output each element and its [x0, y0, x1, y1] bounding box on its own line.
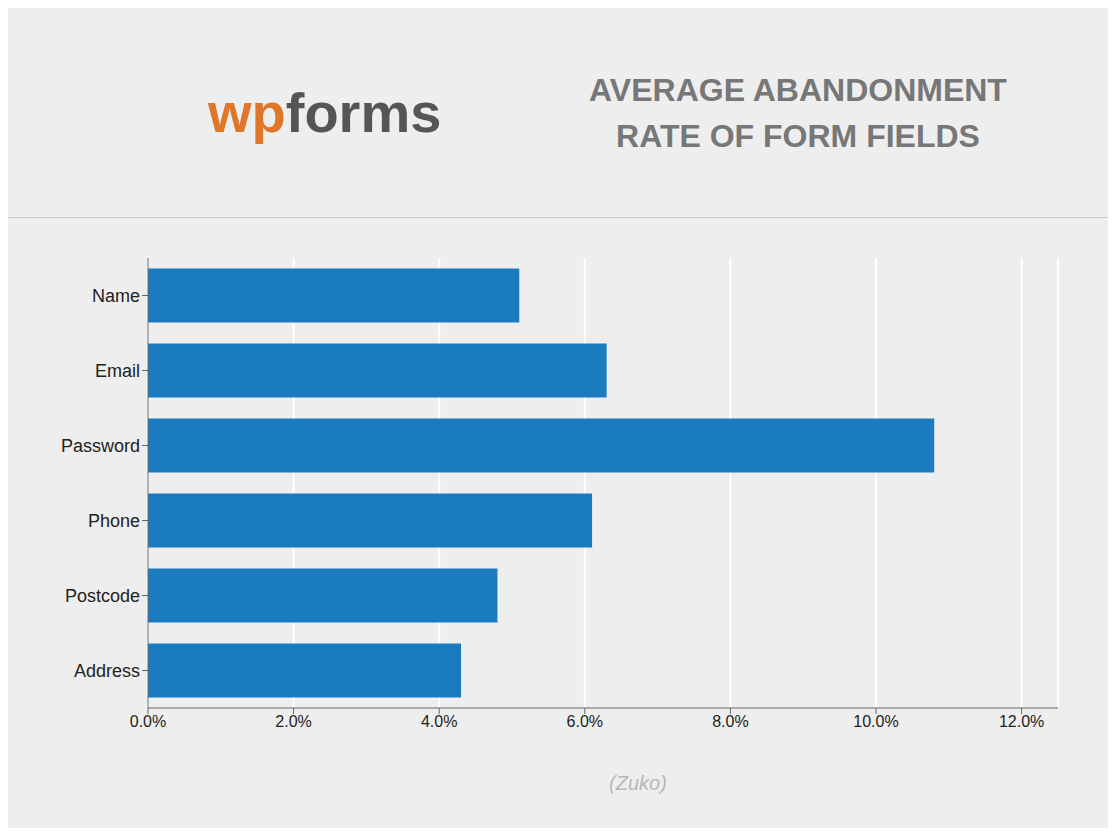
- html-text:RATE OF FORM FIELDS: RATE OF FORM FIELDS: [616, 117, 980, 154]
- svg-text:Postcode: Postcode: [65, 586, 140, 606]
- svg-text:6.0%: 6.0%: [567, 713, 603, 730]
- html-text:(Zuko): (Zuko): [609, 772, 667, 794]
- svg-text:Phone: Phone: [88, 511, 140, 531]
- svg-text:Email: Email: [95, 361, 140, 381]
- svg-text:10.0%: 10.0%: [853, 713, 898, 730]
- svg-text:8.0%: 8.0%: [712, 713, 748, 730]
- svg-text:12.0%: 12.0%: [999, 713, 1044, 730]
- html-text:AVERAGE ABANDONMENT: AVERAGE ABANDONMENT: [589, 71, 1007, 108]
- svg-text:4.0%: 4.0%: [421, 713, 457, 730]
- svg-text:0.0%: 0.0%: [130, 713, 166, 730]
- html-text:wp forms: wp forms: [208, 81, 442, 144]
- svg-text:Address: Address: [74, 661, 140, 681]
- svg-text:Name: Name: [92, 286, 140, 306]
- svg-text:2.0%: 2.0%: [275, 713, 311, 730]
- svg-text:Password: Password: [61, 436, 140, 456]
